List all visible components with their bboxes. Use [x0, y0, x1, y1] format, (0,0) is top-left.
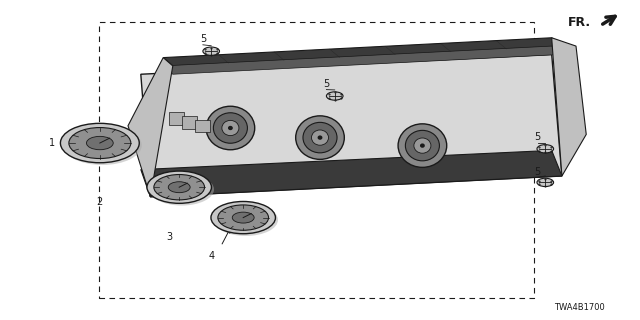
Polygon shape [141, 150, 562, 197]
Text: 2: 2 [97, 196, 103, 207]
Text: 5: 5 [200, 34, 206, 44]
Polygon shape [163, 38, 562, 66]
Circle shape [63, 125, 142, 165]
FancyBboxPatch shape [182, 116, 197, 129]
Circle shape [86, 136, 113, 150]
Ellipse shape [303, 122, 337, 153]
Ellipse shape [228, 126, 233, 130]
Polygon shape [128, 58, 173, 197]
Circle shape [203, 47, 220, 55]
Circle shape [154, 174, 205, 200]
Ellipse shape [222, 120, 239, 136]
Ellipse shape [312, 130, 328, 145]
Circle shape [537, 145, 554, 153]
Bar [99, 22, 534, 298]
Ellipse shape [206, 106, 255, 150]
Text: 4: 4 [208, 251, 214, 261]
Text: 1: 1 [49, 138, 56, 148]
Circle shape [232, 212, 254, 223]
Circle shape [69, 128, 131, 158]
Circle shape [211, 202, 275, 234]
Circle shape [60, 123, 140, 163]
Text: 5: 5 [323, 79, 330, 89]
Ellipse shape [296, 116, 344, 159]
Circle shape [214, 204, 278, 236]
FancyBboxPatch shape [195, 120, 210, 132]
Ellipse shape [414, 138, 431, 153]
Ellipse shape [213, 113, 248, 143]
Ellipse shape [405, 130, 440, 161]
Circle shape [218, 205, 269, 230]
FancyBboxPatch shape [169, 112, 184, 125]
Polygon shape [552, 38, 586, 176]
Circle shape [150, 173, 214, 205]
Polygon shape [141, 54, 562, 197]
Text: 5: 5 [534, 166, 541, 177]
Ellipse shape [317, 135, 323, 140]
Text: 3: 3 [166, 232, 173, 242]
Circle shape [168, 182, 190, 193]
Circle shape [147, 171, 211, 203]
Text: TWA4B1700: TWA4B1700 [554, 303, 605, 312]
Ellipse shape [398, 124, 447, 167]
Text: 5: 5 [534, 132, 541, 142]
Polygon shape [163, 46, 562, 74]
Circle shape [326, 92, 343, 100]
Circle shape [537, 178, 554, 187]
Ellipse shape [420, 143, 425, 148]
Text: FR.: FR. [568, 16, 591, 29]
